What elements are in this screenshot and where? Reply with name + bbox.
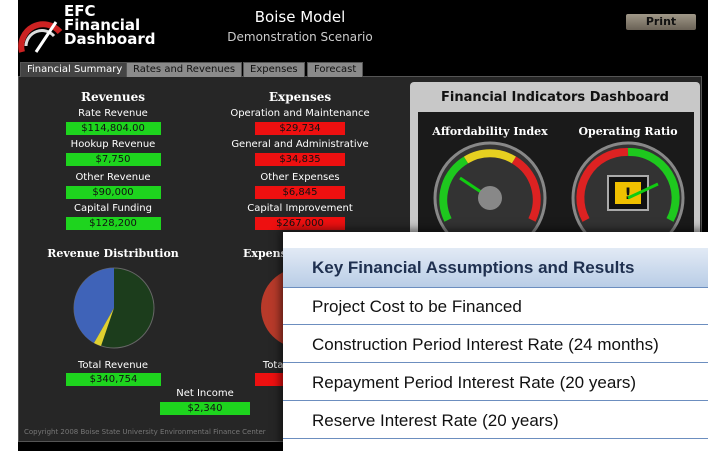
total-value: $340,754 bbox=[66, 373, 161, 386]
item-label: Capital Funding bbox=[33, 203, 193, 214]
item-label: Capital Improvement bbox=[220, 203, 380, 214]
item-label: Rate Revenue bbox=[33, 108, 193, 119]
total-label: Total Revenue bbox=[53, 360, 173, 371]
item-value: $6,845 bbox=[255, 186, 345, 199]
item-label: Other Revenue bbox=[33, 172, 193, 183]
revenue-pie bbox=[68, 262, 160, 354]
copyright: Copyright 2008 Boise State University En… bbox=[24, 428, 266, 436]
item-label: Operation and Maintenance bbox=[220, 108, 380, 119]
gauge-title: Affordability Index bbox=[430, 125, 550, 138]
print-button[interactable]: Print bbox=[626, 14, 696, 30]
indicator-title: Financial Indicators Dashboard bbox=[410, 90, 700, 105]
tab[interactable]: Expenses bbox=[243, 62, 305, 77]
table-header: Key Financial Assumptions and Results bbox=[283, 248, 708, 288]
tab[interactable]: Financial Summary bbox=[20, 62, 129, 77]
item-value: $29,734 bbox=[255, 122, 345, 135]
item-label: Hookup Revenue bbox=[33, 139, 193, 150]
net-income-label: Net Income bbox=[145, 388, 265, 399]
gauges: ! bbox=[418, 140, 694, 242]
tab[interactable]: Forecast bbox=[307, 62, 363, 77]
table-row: Project Cost to be Financed bbox=[283, 288, 708, 325]
table-row: Construction Period Interest Rate (24 mo… bbox=[283, 326, 708, 363]
item-value: $114,804.00 bbox=[66, 122, 161, 135]
item-value: $267,000 bbox=[255, 217, 345, 230]
title: Boise Model bbox=[200, 8, 400, 26]
logo-line: Dashboard bbox=[64, 32, 155, 46]
logo-text: EFC Financial Dashboard bbox=[64, 4, 155, 46]
pie-title: Revenue Distribution bbox=[33, 247, 193, 260]
gauge-title: Operating Ratio bbox=[568, 125, 688, 138]
item-value: $90,000 bbox=[66, 186, 161, 199]
item-value: $7,750 bbox=[66, 153, 161, 166]
net-income-value: $2,340 bbox=[160, 402, 250, 415]
logo-icon bbox=[18, 2, 64, 58]
item-value: $128,200 bbox=[66, 217, 161, 230]
table-row: Reserve Interest Rate (20 years) bbox=[283, 402, 708, 439]
svg-text:!: ! bbox=[624, 184, 631, 203]
item-label: General and Administrative bbox=[220, 139, 380, 150]
subtitle: Demonstration Scenario bbox=[200, 30, 400, 44]
item-label: Other Expenses bbox=[220, 172, 380, 183]
section-title: Expenses bbox=[240, 90, 360, 104]
section-title: Revenues bbox=[53, 90, 173, 104]
tab[interactable]: Rates and Revenues bbox=[126, 62, 242, 77]
screen: EFC Financial Dashboard Boise Model Demo… bbox=[0, 0, 708, 451]
table-row: Repayment Period Interest Rate (20 years… bbox=[283, 364, 708, 401]
item-value: $34,835 bbox=[255, 153, 345, 166]
